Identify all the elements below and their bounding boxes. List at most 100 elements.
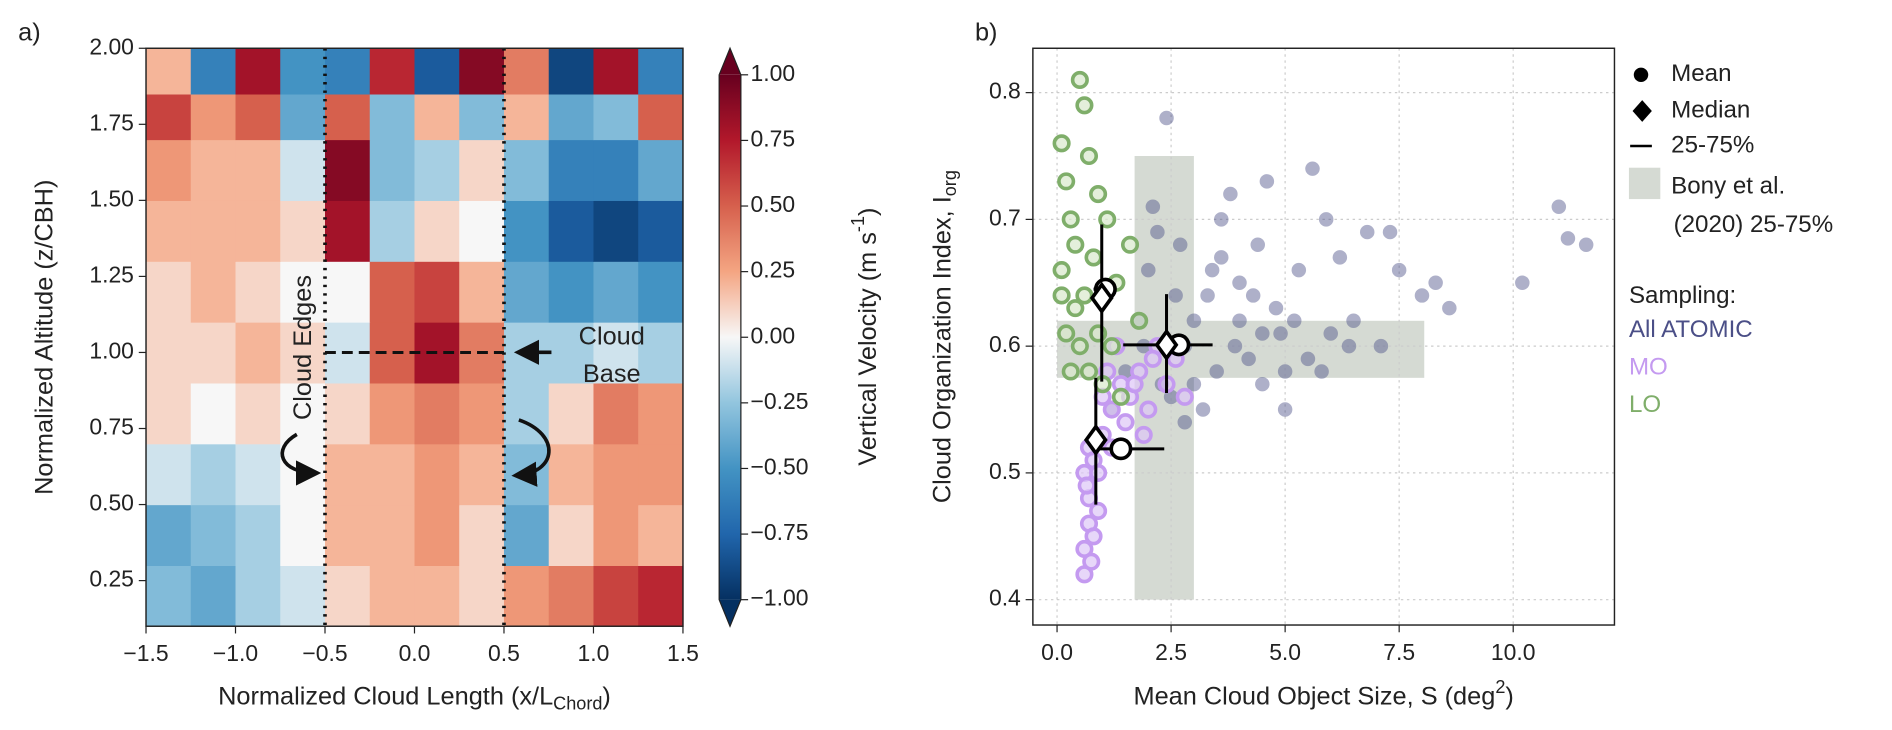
colorbar-extend	[719, 48, 741, 75]
heatmap-cell	[190, 443, 237, 506]
point	[1061, 362, 1080, 381]
point	[1079, 362, 1099, 381]
heatmap-cell	[190, 48, 237, 95]
heatmap-cell	[324, 443, 371, 506]
point	[1232, 313, 1247, 329]
colorbar-tick-label: 0.00	[751, 322, 796, 348]
x-tick-label: 1.5	[667, 640, 699, 666]
heatmap-cell	[459, 139, 505, 201]
heatmap-cell	[146, 565, 192, 627]
point	[1227, 338, 1243, 354]
heatmap-cell	[414, 565, 460, 627]
point	[1082, 552, 1101, 571]
colorbar-tick-label: −0.25	[751, 388, 809, 414]
heatmap-cell	[548, 261, 595, 323]
legend-label: Bony et al.	[1671, 172, 1785, 199]
point	[1291, 262, 1307, 278]
heatmap-cell	[638, 48, 684, 95]
heatmap-cell	[324, 48, 371, 95]
point	[1130, 311, 1149, 330]
point	[1111, 387, 1130, 406]
heatmap-cell	[459, 504, 505, 566]
heatmap-cell	[593, 565, 639, 627]
heatmap-cell	[235, 322, 281, 384]
y-axis-label-part: Cloud Organization Index, I	[928, 196, 956, 503]
point	[1277, 364, 1293, 379]
heatmap-cell	[369, 382, 416, 445]
heatmap-cell	[593, 504, 639, 566]
heatmap-cell	[459, 443, 505, 506]
y-tick-label: 0.7	[989, 204, 1021, 230]
point	[1551, 199, 1567, 214]
point	[1118, 364, 1133, 379]
y-tick-label: 0.75	[89, 414, 134, 440]
point	[1175, 387, 1194, 406]
heatmap-cell	[593, 382, 639, 445]
x-tick-label: 10.0	[1491, 639, 1536, 665]
point	[1089, 463, 1108, 482]
heatmap-cell	[548, 139, 595, 201]
point	[1057, 172, 1076, 191]
x-axis-label-part: Normalized Cloud Length (x/L	[218, 682, 553, 710]
point	[1070, 70, 1089, 90]
y-tick-label: 0.6	[989, 331, 1021, 357]
x-tick-label: 5.0	[1269, 639, 1301, 665]
heatmap-cell	[414, 382, 460, 445]
point	[1346, 313, 1361, 329]
annotation: Base	[583, 360, 641, 388]
point	[1075, 96, 1094, 115]
point	[1255, 326, 1270, 341]
heatmap-cell	[548, 200, 595, 262]
heatmap-cell	[548, 565, 595, 627]
point	[1163, 389, 1179, 405]
heatmap-cell	[593, 261, 639, 323]
heatmap-cell	[548, 443, 595, 506]
point	[1145, 199, 1161, 214]
point	[1052, 261, 1071, 280]
heatmap-cell	[146, 504, 192, 566]
heatmap-cell	[459, 382, 505, 445]
y-tick-label: 1.50	[89, 185, 134, 211]
heatmap-cell	[280, 261, 326, 323]
x-tick-label: 1.0	[578, 640, 610, 666]
heatmap-cell	[369, 504, 416, 566]
colorbar-label-part: -1	[848, 216, 868, 232]
heatmap-cell	[190, 200, 237, 262]
heatmap-cell	[414, 48, 460, 95]
heatmap-cell	[548, 504, 595, 566]
heatmap-cell	[414, 200, 460, 262]
heatmap-cell	[190, 382, 237, 445]
point	[1391, 262, 1407, 278]
colorbar-tick-label: 0.50	[751, 191, 796, 217]
heatmap-cell	[459, 200, 505, 262]
x-tick-label: 0.5	[488, 640, 520, 666]
annotation: Cloud Edges	[289, 275, 317, 420]
point	[1102, 400, 1121, 419]
colorbar-tick-label: 1.00	[751, 60, 796, 86]
y-axis-label-part: org	[940, 170, 960, 196]
median-marker	[1154, 328, 1179, 362]
point	[1186, 313, 1202, 329]
point	[1223, 186, 1238, 202]
heatmap-cell	[280, 504, 326, 566]
y-tick-label: 1.75	[89, 109, 134, 135]
heatmap-cell	[414, 139, 460, 201]
y-tick-label: 0.8	[989, 78, 1021, 104]
point	[1204, 262, 1220, 278]
heatmap-cell	[503, 93, 550, 141]
heatmap-cell	[280, 139, 326, 201]
heatmap-cell	[235, 200, 281, 262]
point	[1186, 376, 1202, 392]
heatmap-cell	[503, 504, 550, 566]
heatmap-cell	[593, 93, 639, 141]
heatmap-cell	[593, 48, 639, 95]
point	[1578, 237, 1594, 252]
point	[1332, 250, 1348, 265]
x-axis-label-part: Chord	[553, 693, 602, 713]
heatmap-cell	[414, 504, 460, 566]
mean-marker	[1109, 437, 1133, 461]
point	[1232, 275, 1247, 291]
heatmap-cell	[593, 139, 639, 201]
heatmap-cell	[369, 139, 416, 201]
heatmap-cell	[503, 261, 550, 323]
